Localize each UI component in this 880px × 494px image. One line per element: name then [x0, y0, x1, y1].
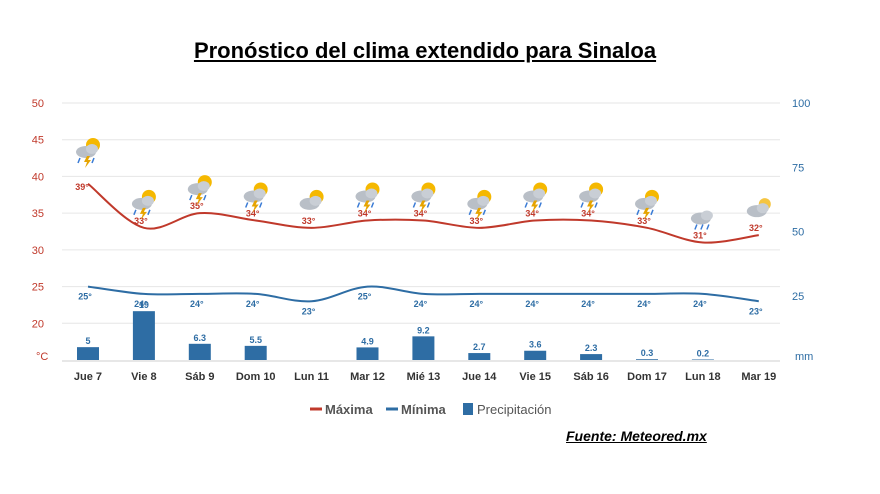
precip-bar [691, 359, 714, 360]
x-tick-label: Dom 17 [627, 371, 667, 383]
right-tick-label: 100 [792, 98, 810, 110]
precip-bar [636, 359, 658, 360]
max-temp-label: 34° [358, 208, 372, 218]
max-temp-label: 33° [637, 216, 651, 226]
precip-label: 0.2 [697, 348, 710, 358]
left-tick-label: 50 [32, 98, 44, 110]
x-tick-label: Vie 15 [519, 371, 551, 383]
right-tick-label: 75 [792, 162, 804, 174]
x-tick-label: Lun 18 [685, 371, 720, 383]
precip-label: 4.9 [361, 336, 374, 346]
min-temp-label: 24° [414, 299, 428, 309]
legend-label: Mínima [401, 402, 447, 417]
storm-icon [131, 189, 156, 220]
min-temp-label: 23° [302, 306, 316, 316]
min-temp-label: 24° [525, 299, 539, 309]
precip-label: 3.6 [529, 340, 542, 350]
legend-swatch [463, 403, 473, 415]
precip-bar [356, 347, 379, 360]
min-temp-label: 23° [749, 306, 763, 316]
max-temp-label: 33° [469, 216, 483, 226]
precip-bar [244, 345, 267, 360]
precip-label: 9.2 [417, 325, 430, 335]
min-temp-label: 25° [78, 292, 92, 302]
storm-icon [579, 182, 604, 213]
precip-label: 19 [139, 300, 149, 310]
max-temp-label: 34° [581, 208, 595, 218]
max-temp-label: 33° [134, 216, 148, 226]
right-tick-label: 25 [792, 291, 804, 303]
left-tick-label: 20 [32, 318, 44, 330]
min-temp-label: 24° [637, 299, 651, 309]
x-tick-label: Jue 14 [462, 371, 497, 383]
precip-label: 0.3 [641, 348, 654, 358]
x-tick-label: Mié 13 [407, 371, 441, 383]
max-temp-label: 34° [525, 208, 539, 218]
precip-label: 6.3 [194, 333, 207, 343]
precip-bar [468, 353, 491, 360]
x-tick-label: Lun 11 [294, 371, 329, 383]
x-tick-label: Vie 8 [131, 371, 157, 383]
min-temp-label: 24° [693, 299, 707, 309]
max-temp-label: 31° [693, 231, 707, 241]
max-temp-label: 39° [75, 182, 89, 192]
source-credit: Fuente: Meteored.mx [566, 428, 707, 444]
min-temp-label: 25° [358, 292, 372, 302]
precip-label: 2.7 [473, 342, 486, 352]
max-temp-line [87, 182, 759, 244]
precip-label: 5 [85, 336, 90, 346]
legend-label: Máxima [325, 402, 373, 417]
storm-icon [355, 182, 380, 213]
rain-icon [690, 210, 713, 230]
right-axis-unit: mm [795, 351, 813, 363]
min-temp-label: 24° [581, 299, 595, 309]
left-tick-label: 25 [32, 282, 44, 294]
storm-icon [411, 182, 436, 213]
min-temp-label: 24° [469, 299, 483, 309]
left-tick-label: 30 [32, 245, 44, 257]
precip-bar [77, 347, 99, 360]
max-temp-label: 33° [302, 216, 316, 226]
cloud-icon [746, 198, 771, 218]
storm-icon [467, 189, 492, 220]
left-axis-unit: °C [36, 351, 48, 363]
precip-bar [132, 311, 155, 360]
precip-bar [580, 354, 603, 360]
storm-icon [523, 182, 548, 213]
storm-icon [635, 189, 659, 220]
max-temp-label: 34° [414, 208, 428, 218]
page-title: Pronóstico del clima extendido para Sina… [193, 38, 657, 63]
max-temp-label: 35° [190, 201, 204, 211]
min-temp-line [87, 285, 759, 303]
storm-icon [243, 182, 268, 213]
min-temp-label: 24° [190, 299, 204, 309]
left-tick-label: 45 [32, 135, 44, 147]
storm-icon [76, 138, 100, 168]
precip-label: 5.5 [249, 335, 262, 345]
max-temp-label: 34° [246, 208, 260, 218]
x-tick-label: Sáb 9 [185, 371, 214, 383]
storm-icon [187, 175, 212, 206]
precip-bar [524, 350, 547, 360]
left-tick-label: 35 [32, 208, 44, 220]
min-temp-label: 24° [134, 299, 148, 309]
precip-bar [412, 336, 435, 360]
right-tick-label: 50 [792, 227, 804, 239]
left-tick-label: 40 [32, 171, 44, 183]
legend-label: Precipitación [477, 402, 551, 417]
x-tick-label: Sáb 16 [573, 371, 608, 383]
x-tick-label: Mar 12 [350, 371, 385, 383]
precip-bar [188, 343, 211, 360]
sun-cloud-icon [299, 189, 324, 210]
precip-label: 2.3 [585, 343, 598, 353]
min-temp-label: 24° [246, 299, 260, 309]
x-tick-label: Dom 10 [236, 371, 276, 383]
x-tick-label: Mar 19 [741, 371, 776, 383]
max-temp-label: 32° [749, 223, 763, 233]
x-tick-label: Jue 7 [74, 371, 102, 383]
